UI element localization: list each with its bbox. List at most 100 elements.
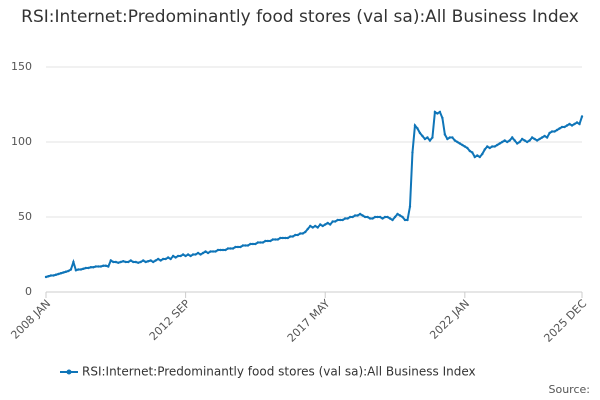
data-point [122, 260, 125, 263]
data-point [109, 259, 113, 262]
data-point [416, 127, 419, 130]
data-point [301, 232, 304, 235]
data-point [82, 267, 85, 270]
data-point [52, 274, 55, 277]
data-point [199, 253, 202, 256]
data-point [161, 257, 165, 261]
data-point [54, 273, 58, 276]
data-point [515, 142, 519, 145]
data-point [441, 116, 444, 120]
data-point [353, 214, 357, 217]
data-point [69, 268, 73, 271]
data-point [87, 266, 90, 270]
data-point [139, 260, 142, 264]
data-point [251, 242, 255, 246]
data-point [79, 268, 83, 271]
data-point [159, 259, 162, 262]
data-point [476, 154, 479, 157]
data-point [351, 215, 354, 219]
data-point [578, 122, 581, 126]
data-point [491, 145, 494, 148]
data-point [356, 214, 359, 217]
data-point [446, 137, 449, 141]
data-point [266, 239, 270, 243]
data-point [403, 218, 407, 222]
data-point [466, 146, 469, 150]
data-point [373, 215, 377, 219]
data-point [296, 233, 299, 237]
data-point [246, 244, 250, 247]
data-point [299, 232, 302, 235]
data-point [214, 250, 217, 253]
data-point [294, 233, 297, 237]
data-point [191, 253, 195, 256]
data-point [535, 139, 539, 142]
data-point [107, 265, 110, 268]
data-point [201, 251, 205, 255]
data-point [411, 151, 414, 154]
data-point [421, 134, 424, 138]
data-point [67, 269, 70, 273]
data-point [378, 215, 382, 219]
data-point [418, 131, 422, 135]
data-point [525, 140, 529, 144]
data-point [284, 236, 287, 240]
data-point [560, 125, 564, 129]
data-point [468, 149, 472, 153]
data-point [376, 215, 379, 219]
data-point [129, 259, 132, 262]
data-point [575, 121, 579, 124]
data-point [333, 220, 337, 223]
data-point [164, 257, 167, 261]
data-point [513, 139, 516, 142]
data-point [426, 136, 429, 139]
data-point [316, 226, 319, 229]
data-point [533, 137, 536, 141]
data-point [206, 251, 210, 255]
data-point [346, 217, 349, 220]
data-point [72, 260, 75, 264]
y-tick-label: 100 [11, 135, 32, 148]
y-tick-label: 0 [25, 285, 32, 298]
data-point [453, 139, 457, 142]
data-point [89, 266, 93, 269]
data-point [423, 137, 427, 141]
data-point [473, 155, 476, 159]
data-point [510, 136, 514, 139]
data-point [259, 241, 262, 244]
data-point [573, 122, 576, 126]
data-point [329, 223, 332, 226]
x-tick-label: 2008 JAN [8, 297, 53, 342]
data-point [304, 230, 307, 234]
data-point [171, 254, 175, 258]
data-point [348, 215, 352, 219]
data-point [186, 253, 190, 256]
data-point [112, 260, 115, 264]
data-point [401, 215, 404, 219]
data-point [438, 110, 442, 114]
data-point [149, 259, 152, 262]
data-point [221, 248, 225, 252]
data-point [413, 124, 417, 127]
data-point [443, 133, 447, 136]
data-point [154, 259, 157, 262]
data-point [563, 125, 566, 129]
data-point [555, 128, 559, 132]
data-point [254, 242, 257, 246]
data-point [343, 217, 347, 220]
data-point [166, 256, 170, 259]
data-point [520, 137, 524, 141]
data-point [319, 223, 322, 226]
data-point [281, 236, 285, 240]
data-point [44, 275, 48, 279]
data-point [137, 261, 140, 264]
data-point [74, 269, 78, 272]
data-line [45, 110, 583, 278]
data-point [393, 215, 397, 219]
data-point [57, 272, 60, 276]
data-point [508, 139, 511, 142]
data-point [99, 265, 103, 268]
data-point [229, 247, 232, 250]
